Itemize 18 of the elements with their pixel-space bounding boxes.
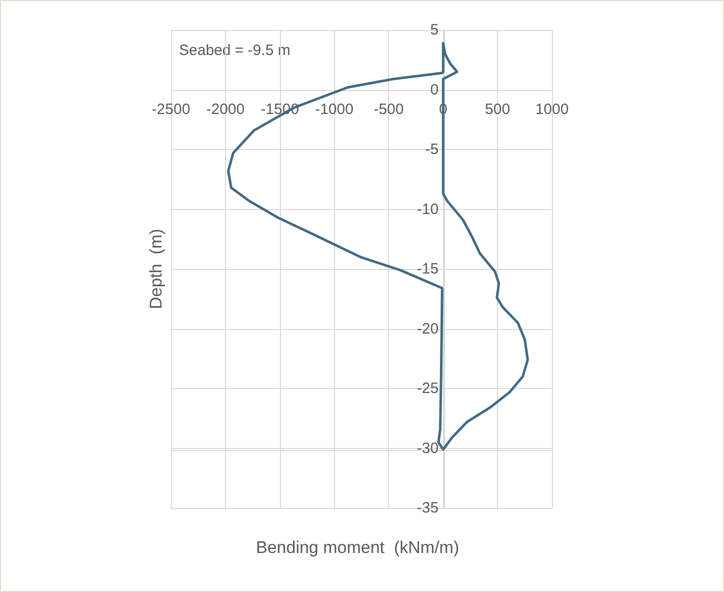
y-tick-label: -10 bbox=[416, 200, 439, 218]
y-tick-label: -20 bbox=[416, 320, 439, 338]
y-tick-label: -35 bbox=[416, 500, 439, 516]
x-tick-label: -2000 bbox=[206, 101, 245, 118]
y-tick-label: -30 bbox=[416, 440, 439, 457]
x-tick-label: 500 bbox=[485, 101, 510, 118]
y-tick-label: 5 bbox=[430, 22, 439, 38]
y-tick-label: 0 bbox=[430, 81, 439, 98]
x-tick-label: -1000 bbox=[315, 101, 354, 118]
x-tick-label: 1000 bbox=[535, 101, 569, 118]
x-tick-label: -500 bbox=[374, 101, 404, 118]
y-axis-title: Depth (m) bbox=[146, 228, 166, 310]
annotation: Seabed = -9.5 m bbox=[179, 42, 290, 59]
x-axis-title: Bending moment (kNm/m) bbox=[256, 538, 460, 557]
y-tick-label: -5 bbox=[425, 141, 439, 158]
y-tick-label: -25 bbox=[416, 380, 439, 397]
x-tick-label: -2500 bbox=[152, 101, 190, 118]
y-tick-label: -15 bbox=[416, 260, 439, 278]
